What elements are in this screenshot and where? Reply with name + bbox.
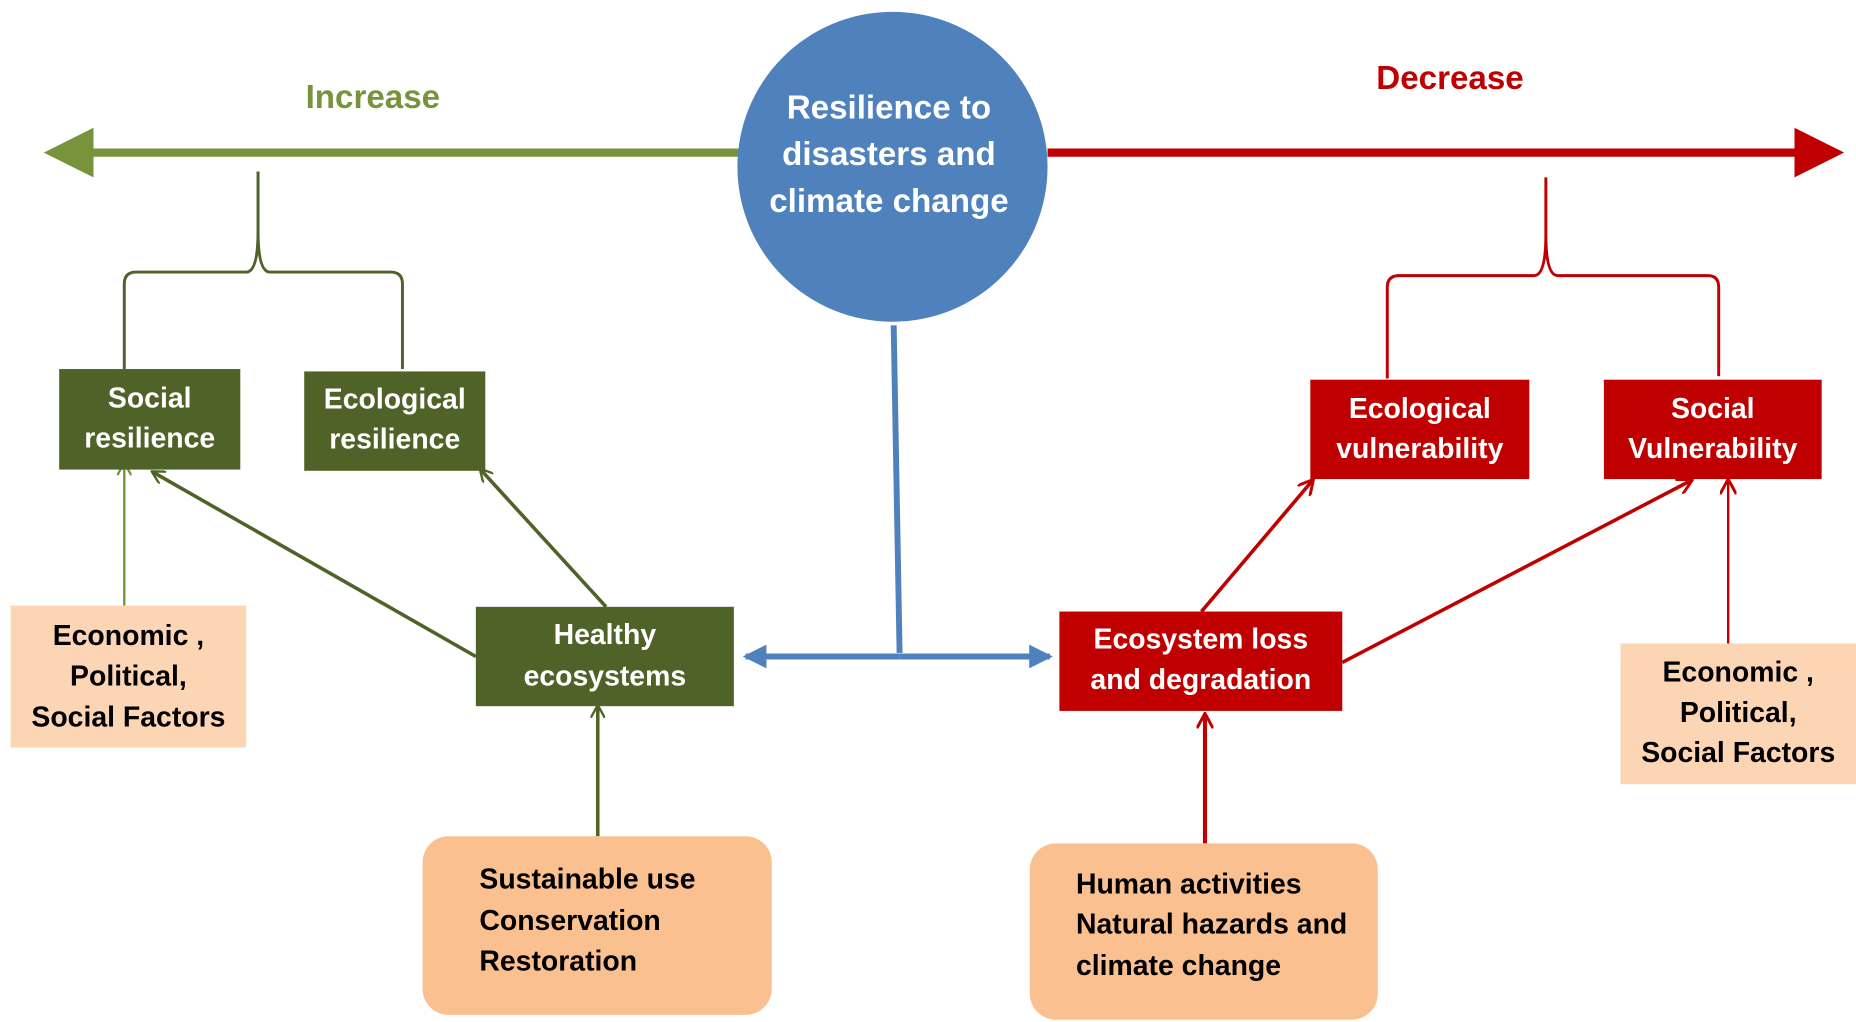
node-text: Social Factors [1641, 737, 1835, 769]
node-text: resilience [84, 423, 215, 455]
red-brace [1385, 177, 1721, 379]
node-box [475, 606, 734, 707]
node-text: Human activities [1076, 868, 1302, 900]
node-text: Ecological [324, 383, 466, 415]
center-text: disasters and [782, 136, 996, 173]
center-text: climate change [769, 183, 1008, 220]
center-text: Resilience to [787, 90, 991, 127]
node-text: climate change [1076, 950, 1281, 982]
node-text: Economic , [53, 620, 204, 652]
node-text: Ecological [1349, 393, 1491, 425]
node-text: Vulnerability [1628, 433, 1798, 465]
node-text: Restoration [479, 945, 637, 977]
node-text: Social [108, 382, 192, 414]
node-box [1310, 379, 1530, 480]
node-text: Sustainable use [479, 864, 695, 896]
node-box [1029, 843, 1378, 1020]
node-text: Economic , [1663, 657, 1814, 689]
node-text: Ecosystem loss [1094, 624, 1309, 656]
arrow [153, 472, 477, 659]
node-text: Natural hazards and [1076, 909, 1347, 941]
decrease-label: Decrease [1376, 60, 1523, 97]
node-box [1620, 643, 1856, 785]
node-text: vulnerability [1336, 433, 1503, 465]
blue-stem [890, 325, 903, 653]
arrow [481, 470, 608, 609]
node-text: Conservation [479, 905, 660, 937]
node-box [10, 605, 247, 748]
node-text: Social Factors [31, 702, 225, 734]
arrow [1341, 480, 1691, 664]
node-text: Healthy [554, 619, 657, 651]
node-text: Political, [70, 660, 187, 692]
node-box [1603, 379, 1822, 480]
center-circle [737, 11, 1048, 322]
node-box [59, 369, 241, 470]
node-text: Social [1671, 393, 1755, 425]
node-text: resilience [329, 424, 460, 456]
arrow [1200, 480, 1312, 613]
node-box [1059, 611, 1343, 711]
node-text: ecosystems [524, 660, 687, 692]
green-brace [122, 171, 404, 370]
increase-label: Increase [306, 79, 440, 116]
node-box [422, 836, 772, 1015]
nodes: Social resilience Ecological resilience Heal… [10, 369, 1856, 1020]
node-text: Political, [1680, 697, 1797, 729]
node-text: and degradation [1090, 664, 1311, 696]
node-box [304, 371, 486, 471]
